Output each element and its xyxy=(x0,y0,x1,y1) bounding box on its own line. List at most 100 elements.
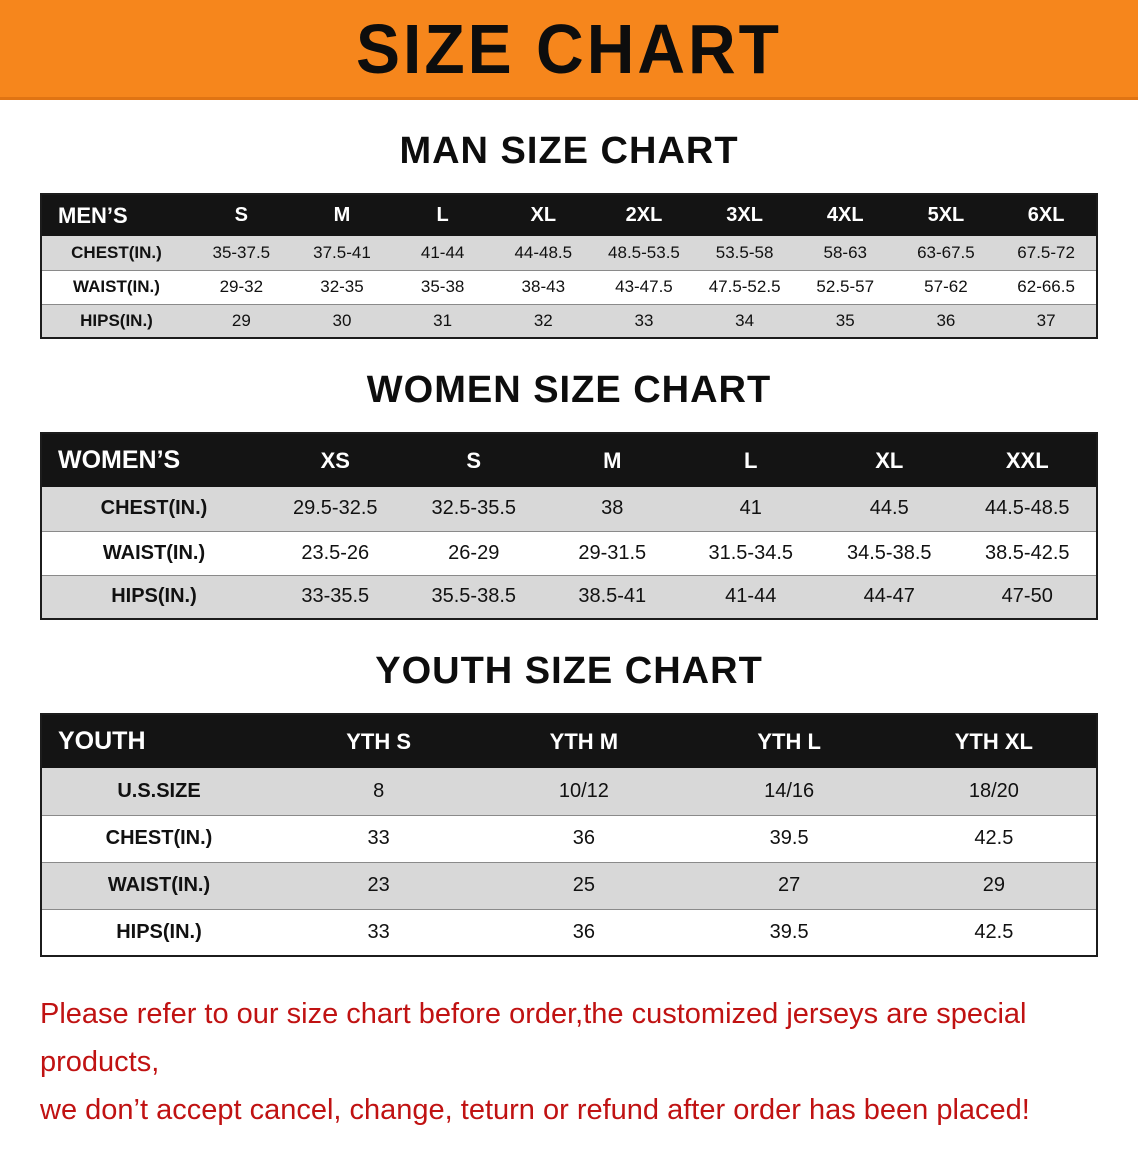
measurement-value-cell: 14/16 xyxy=(764,779,815,802)
measurement-value-cell: 53.5-58 xyxy=(715,242,774,262)
measurement-row-label: HIPS(IN.) xyxy=(111,585,197,608)
measurement-value-cell: 29-32 xyxy=(219,277,264,296)
disclaimer-note: Please refer to our size chart before or… xyxy=(40,991,1098,1135)
measurement-value-cell: 29.5-32.5 xyxy=(292,497,378,520)
measurement-row-label: CHEST(IN.) xyxy=(105,827,213,849)
youth-size-section: YOUTH SIZE CHART YOUTH YTH S YTH M YTH L YTH… xyxy=(0,650,1138,957)
measurement-row-label: WAIST(IN.) xyxy=(107,874,211,896)
measurement-row: CHEST(IN.) 33 36 39.5 42.5 xyxy=(41,815,1097,862)
size-column-header: 4XL xyxy=(794,194,896,236)
size-column-header: 3XL xyxy=(694,194,795,236)
measurement-row: CHEST(IN.) 35-37.5 37.5-41 41-44 44-48.5 48.5… xyxy=(41,236,1097,270)
measurement-value-cell: 41-44 xyxy=(725,585,777,608)
measurement-value-cell: 62-66.5 xyxy=(1017,277,1075,296)
measurement-value-cell: 63-67.5 xyxy=(917,242,975,262)
measurement-value-cell: 30 xyxy=(332,310,352,330)
measurement-value-cell: 39.5 xyxy=(769,920,809,943)
table-corner-label: WOMEN’S xyxy=(41,433,266,487)
size-column-header: 2XL xyxy=(593,194,695,236)
measurement-row-label: HIPS(IN.) xyxy=(116,920,202,943)
measurement-value-cell: 32-35 xyxy=(320,277,364,296)
measurement-value-cell: 38.5-41 xyxy=(578,585,647,608)
measurement-value-cell: 27 xyxy=(778,874,801,896)
measurement-value-cell: 8 xyxy=(373,779,385,802)
measurement-row-label: HIPS(IN.) xyxy=(80,310,153,330)
measurement-value-cell: 48.5-53.5 xyxy=(608,242,680,262)
measurement-value-cell: 57-62 xyxy=(924,277,968,296)
measurement-value-cell: 37 xyxy=(1036,310,1056,330)
measurement-value-cell: 36 xyxy=(572,920,595,943)
title-banner: SIZE CHART xyxy=(0,0,1138,100)
measurement-value-cell: 35.5-38.5 xyxy=(431,585,516,608)
measurement-row: HIPS(IN.) 29 30 31 32 33 34 35 36 37 xyxy=(41,304,1097,338)
measurement-value-cell: 41-44 xyxy=(420,242,465,262)
men-size-section: MAN SIZE CHART MEN’S S M L XL 2XL 3XL 4XL 5XL 6XL… xyxy=(0,130,1138,339)
table-header-row: WOMEN’S XS S M L XL XXL xyxy=(41,433,1097,487)
measurement-value-cell: 31.5-34.5 xyxy=(708,541,793,564)
measurement-value-cell: 38 xyxy=(601,497,624,520)
measurement-row-label: WAIST(IN.) xyxy=(102,541,206,564)
men-size-table: MEN’S S M L XL 2XL 3XL 4XL 5XL 6XL CHEST(IN.) 35-37… xyxy=(40,193,1098,339)
measurement-value-cell: 47.5-52.5 xyxy=(708,277,781,296)
measurement-value-cell: 38-43 xyxy=(521,277,566,296)
measurement-value-cell: 47-50 xyxy=(1001,585,1053,608)
size-column-header: YTH XL xyxy=(891,714,1097,768)
size-column-header: YTH M xyxy=(481,714,687,768)
size-column-header: XXL xyxy=(958,433,1097,487)
women-size-section: WOMEN SIZE CHART WOMEN’S XS S M L XL XXL CHEST(… xyxy=(0,369,1138,620)
size-column-header: XS xyxy=(266,433,405,487)
measurement-value-cell: 33 xyxy=(634,310,654,330)
measurement-value-cell: 32 xyxy=(533,310,553,330)
measurement-value-cell: 32.5-35.5 xyxy=(431,497,516,520)
table-header-row: YOUTH YTH S YTH M YTH L YTH XL xyxy=(41,714,1097,768)
measurement-value-cell: 34 xyxy=(735,310,755,330)
measurement-value-cell: 29 xyxy=(982,874,1005,896)
measurement-row: HIPS(IN.) 33-35.5 35.5-38.5 38.5-41 41-44 44-… xyxy=(41,575,1097,619)
size-column-header: XL xyxy=(492,194,594,236)
measurement-value-cell: 37.5-41 xyxy=(313,242,371,262)
youth-section-heading: YOUTH SIZE CHART xyxy=(375,650,763,692)
measurement-value-cell: 23.5-26 xyxy=(301,541,370,564)
size-column-header: S xyxy=(404,433,543,487)
size-column-header: YTH S xyxy=(276,714,482,768)
size-column-header: XL xyxy=(820,433,959,487)
measurement-value-cell: 52.5-57 xyxy=(816,277,875,296)
measurement-row-label: CHEST(IN.) xyxy=(100,497,208,520)
measurement-value-cell: 29-31.5 xyxy=(578,541,647,564)
measurement-value-cell: 33 xyxy=(367,827,390,849)
size-column-header: 5XL xyxy=(895,194,997,236)
disclaimer-line-2: we don’t accept cancel, change, teturn o… xyxy=(40,1093,1030,1126)
youth-size-table: YOUTH YTH S YTH M YTH L YTH XL U.S.SIZE 8 10/12… xyxy=(40,713,1098,957)
measurement-value-cell: 39.5 xyxy=(769,827,809,849)
measurement-value-cell: 35-37.5 xyxy=(212,242,271,262)
size-column-header: YTH L xyxy=(686,714,892,768)
measurement-row: HIPS(IN.) 33 36 39.5 42.5 xyxy=(41,909,1097,956)
measurement-row-label: CHEST(IN.) xyxy=(71,242,162,262)
measurement-value-cell: 36 xyxy=(936,310,956,330)
measurement-value-cell: 58-63 xyxy=(823,242,867,262)
size-column-header: 6XL xyxy=(996,194,1097,236)
measurement-row-label: WAIST(IN.) xyxy=(73,277,160,296)
measurement-value-cell: 36 xyxy=(572,827,595,849)
measurement-value-cell: 42.5 xyxy=(974,920,1014,943)
measurement-value-cell: 35-38 xyxy=(420,277,465,296)
measurement-row-label: U.S.SIZE xyxy=(117,779,201,802)
measurement-value-cell: 18/20 xyxy=(968,779,1019,802)
disclaimer-line-1: Please refer to our size chart before or… xyxy=(40,998,1027,1078)
measurement-row: CHEST(IN.) 29.5-32.5 32.5-35.5 38 41 44.5 44.5… xyxy=(41,487,1097,531)
measurement-value-cell: 42.5 xyxy=(974,827,1014,849)
measurement-row: WAIST(IN.) 23.5-26 26-29 29-31.5 31.5-34.5 34… xyxy=(41,531,1097,575)
measurement-value-cell: 35 xyxy=(835,310,855,330)
measurement-value-cell: 67.5-72 xyxy=(1017,242,1075,262)
measurement-value-cell: 29 xyxy=(231,310,251,330)
size-column-header: L xyxy=(392,194,493,236)
size-column-header: M xyxy=(291,194,393,236)
measurement-value-cell: 44-47 xyxy=(863,585,915,608)
measurement-row: U.S.SIZE 8 10/12 14/16 18/20 xyxy=(41,768,1097,815)
measurement-value-cell: 44.5-48.5 xyxy=(984,497,1070,520)
measurement-row: WAIST(IN.) 23 25 27 29 xyxy=(41,862,1097,909)
men-section-heading: MAN SIZE CHART xyxy=(399,130,739,172)
measurement-value-cell: 26-29 xyxy=(448,541,500,564)
measurement-value-cell: 41 xyxy=(739,497,762,520)
